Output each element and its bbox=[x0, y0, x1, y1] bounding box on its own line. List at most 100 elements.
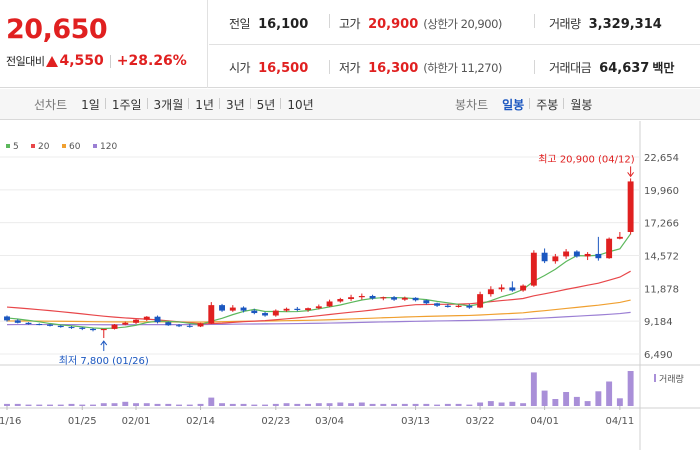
legend-label: 120 bbox=[100, 142, 117, 152]
candle bbox=[369, 294, 376, 300]
candle bbox=[133, 319, 139, 325]
change-label: 전일대비 bbox=[6, 55, 45, 68]
legend-swatch bbox=[31, 144, 35, 148]
volume-bar bbox=[229, 403, 236, 406]
stat-volume: 거래량 3,329,314 bbox=[549, 15, 662, 32]
candle bbox=[606, 237, 613, 259]
volume-bar bbox=[326, 403, 333, 406]
tab-1day[interactable]: 1일 bbox=[81, 97, 100, 112]
change-percent: +28.26% bbox=[116, 53, 187, 69]
candle bbox=[122, 321, 129, 326]
stat-open: 시가 16,500 bbox=[229, 59, 308, 76]
volume-bar bbox=[176, 404, 182, 406]
candle bbox=[401, 296, 408, 301]
divider bbox=[329, 60, 330, 74]
candle bbox=[509, 281, 516, 292]
candle bbox=[487, 286, 494, 297]
volume-bar bbox=[358, 402, 365, 406]
candle bbox=[530, 250, 537, 287]
volume-bar bbox=[595, 391, 602, 406]
tab-3year[interactable]: 3년 bbox=[218, 96, 251, 113]
candle bbox=[100, 328, 107, 339]
legend-label: 5 bbox=[13, 142, 19, 152]
candle-body bbox=[14, 320, 21, 323]
volume-legend-swatch bbox=[654, 374, 656, 382]
candle-chart-label: 봉차트 bbox=[455, 98, 489, 112]
volume-bar bbox=[154, 403, 161, 406]
x-tick-label: 03/22 bbox=[466, 416, 495, 427]
volume-bar bbox=[111, 403, 118, 406]
tab-5year[interactable]: 5년 bbox=[249, 96, 282, 113]
x-tick-label: 04/01 bbox=[530, 416, 559, 427]
candlestick-chart[interactable]: 5 20 60 120 거래량 최고 20,900 (04/12) 최저 7,800 (… bbox=[0, 121, 700, 450]
candle bbox=[380, 296, 387, 301]
legend-label: 60 bbox=[69, 142, 81, 152]
tab-1year[interactable]: 1년 bbox=[188, 96, 220, 113]
candle-body bbox=[509, 287, 516, 291]
candle-body bbox=[240, 307, 247, 311]
legend-swatch bbox=[62, 144, 66, 148]
tab-monthly[interactable]: 월봉 bbox=[563, 96, 598, 113]
candle bbox=[283, 307, 290, 312]
candle bbox=[111, 324, 118, 330]
tab-10year[interactable]: 10년 bbox=[280, 96, 319, 113]
volume-bar bbox=[197, 403, 204, 406]
candle-body bbox=[627, 181, 634, 233]
candle-body bbox=[25, 322, 32, 325]
ma60-line bbox=[6, 299, 631, 323]
candle-body bbox=[111, 324, 118, 329]
x-tick-label: 02/14 bbox=[186, 416, 215, 427]
ma20-line bbox=[6, 270, 631, 325]
x-tick-label: 02/01 bbox=[122, 416, 151, 427]
volume-bar bbox=[262, 404, 269, 406]
stat-low: 저가 16,300 (하한가 11,270) bbox=[339, 59, 502, 76]
candle-body bbox=[530, 252, 537, 286]
candle-body bbox=[337, 299, 344, 302]
volume-bar bbox=[133, 403, 139, 406]
candle-tabs: 봉차트 일봉 주봉 월봉 bbox=[455, 89, 598, 120]
candle-body bbox=[165, 322, 172, 326]
y-tick-label: 17,266 bbox=[644, 219, 679, 230]
change-row: 전일대비 4,550 +28.26% bbox=[6, 53, 187, 69]
divider bbox=[329, 14, 330, 28]
y-tick-label: 9,184 bbox=[644, 317, 673, 328]
candle-body bbox=[47, 324, 53, 326]
candle bbox=[272, 309, 279, 317]
candle bbox=[4, 315, 10, 322]
candle-body bbox=[369, 295, 376, 299]
candle bbox=[186, 324, 193, 328]
volume-bar bbox=[68, 403, 75, 406]
stat-label: 전일 bbox=[229, 17, 251, 31]
candle-body bbox=[412, 297, 419, 301]
tab-daily[interactable]: 일봉 bbox=[502, 98, 525, 112]
tab-3month[interactable]: 3개월 bbox=[146, 96, 190, 113]
x-tick-label: 01/25 bbox=[68, 416, 97, 427]
stat-label: 저가 bbox=[339, 61, 361, 75]
stat-label: 거래대금 bbox=[549, 61, 592, 75]
min-price-annotation: 최저 7,800 (01/26) bbox=[59, 355, 149, 367]
tab-weekly[interactable]: 주봉 bbox=[529, 96, 564, 113]
volume-bar bbox=[219, 403, 225, 406]
candle bbox=[262, 311, 269, 317]
candle-body bbox=[208, 305, 215, 324]
volume-bar bbox=[272, 403, 279, 406]
candle bbox=[36, 323, 43, 326]
candle bbox=[498, 284, 505, 292]
tab-1week[interactable]: 1주일 bbox=[104, 96, 148, 113]
volume-bar bbox=[208, 397, 215, 406]
max-arrow-head bbox=[627, 172, 635, 178]
candle-body bbox=[176, 325, 182, 327]
candle-body bbox=[444, 305, 451, 307]
candle-body bbox=[251, 310, 258, 314]
candle-body bbox=[498, 287, 505, 290]
candle-body bbox=[326, 301, 333, 307]
candle-body bbox=[595, 253, 602, 259]
volume-bar bbox=[57, 404, 64, 406]
volume-bar bbox=[186, 404, 193, 406]
candle-body bbox=[477, 294, 484, 308]
volume-bar bbox=[315, 403, 322, 406]
x-tick-label: 03/04 bbox=[315, 416, 344, 427]
stat-sub: (상한가 20,900) bbox=[423, 17, 502, 31]
candle-body bbox=[315, 306, 322, 309]
stat-turnover: 거래대금 64,637 백만 bbox=[549, 59, 674, 76]
